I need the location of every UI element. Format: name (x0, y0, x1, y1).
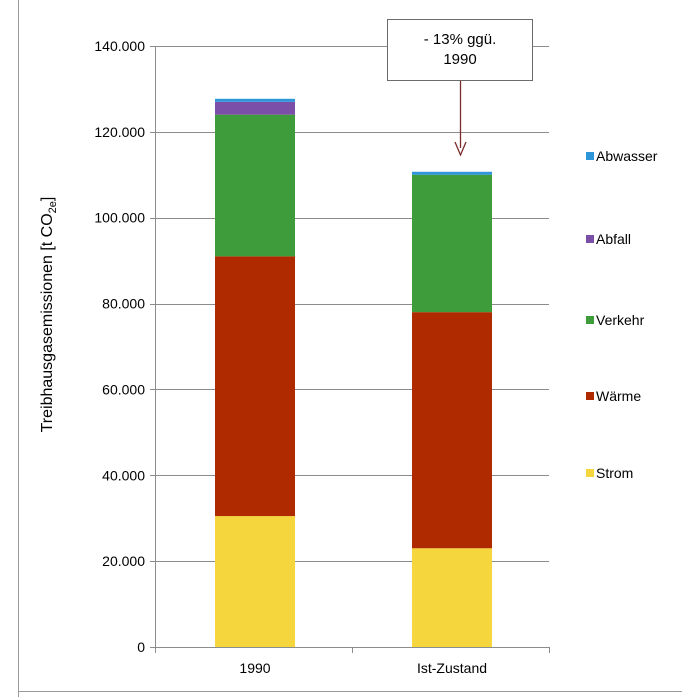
legend-swatch-abfall (586, 235, 594, 243)
annotation-callout: - 13% ggü. 1990 (387, 19, 533, 157)
legend-item-abwasser: Abwasser (586, 148, 658, 164)
y-tick-labels: 0 20.000 40.000 60.000 80.000 100.000 120.000 1… (94, 38, 145, 655)
y-tick-label-2: 40.000 (102, 467, 145, 483)
legend-item-verkehr: Verkehr (586, 312, 645, 328)
legend-swatch-waerme (586, 392, 594, 400)
bar-1990-verkehr (215, 114, 295, 257)
x-category-labels: 1990 Ist-Zustand (239, 660, 487, 676)
legend: Abwasser Abfall Verkehr Wärme Strom (586, 148, 658, 481)
y-axis-label-subscript: 2e (47, 201, 59, 213)
annotation-text-line-2: 1990 (443, 51, 476, 68)
legend-label-abfall: Abfall (596, 231, 631, 247)
legend-item-strom: Strom (586, 465, 633, 481)
legend-swatch-strom (586, 469, 594, 477)
legend-label-strom: Strom (596, 465, 633, 481)
bar-ist-zustand-strom (412, 548, 492, 647)
bar-1990-waerme (215, 256, 295, 517)
y-tick-label-6: 120.000 (94, 124, 145, 140)
bar-ist-zustand-abwasser (412, 171, 492, 175)
y-tick-label-4: 80.000 (102, 296, 145, 312)
x-category-label-1990: 1990 (239, 660, 270, 676)
annotation-box (387, 19, 533, 81)
annotation-text-line-1: - 13% ggü. (424, 31, 497, 48)
legend-label-verkehr: Verkehr (596, 312, 645, 328)
annotation-arrow-head (454, 141, 467, 157)
y-axis-label-main: Treibhausgasemissionen [t CO (39, 213, 56, 432)
y-tick-label-7: 140.000 (94, 38, 145, 54)
legend-item-abfall: Abfall (586, 231, 631, 247)
bar-ist-zustand-waerme (412, 312, 492, 549)
bar-1990-abfall (215, 101, 295, 115)
y-axis-label: Treibhausgasemissionen [t CO2e] (39, 197, 59, 433)
legend-item-waerme: Wärme (586, 388, 641, 404)
legend-swatch-abwasser (586, 152, 594, 160)
x-category-label-ist-zustand: Ist-Zustand (417, 660, 487, 676)
y-tick-label-0: 0 (137, 639, 145, 655)
y-tick-label-3: 60.000 (102, 381, 145, 397)
bars (215, 98, 492, 647)
legend-label-waerme: Wärme (596, 388, 641, 404)
legend-swatch-verkehr (586, 316, 594, 324)
y-tick-label-5: 100.000 (94, 210, 145, 226)
bar-1990-abwasser (215, 98, 295, 102)
legend-label-abwasser: Abwasser (596, 148, 658, 164)
y-axis-label-end: ] (39, 197, 56, 201)
y-tick-label-1: 20.000 (102, 553, 145, 569)
bar-ist-zustand-verkehr (412, 174, 492, 313)
axes (150, 46, 550, 653)
bar-1990-strom (215, 516, 295, 647)
